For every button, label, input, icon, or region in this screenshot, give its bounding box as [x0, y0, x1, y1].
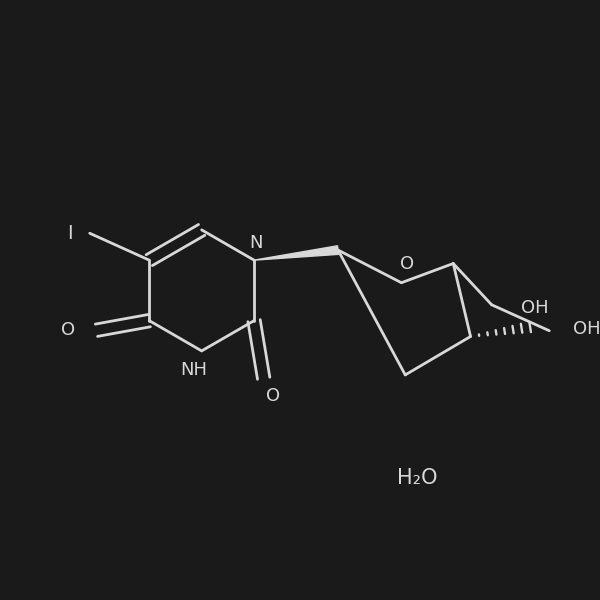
Text: O: O — [400, 254, 414, 272]
Polygon shape — [254, 246, 338, 260]
Text: OH: OH — [521, 299, 549, 317]
Text: N: N — [249, 234, 263, 252]
Text: O: O — [266, 386, 280, 404]
Text: I: I — [67, 224, 73, 243]
Text: H₂O: H₂O — [397, 467, 438, 488]
Text: O: O — [61, 321, 76, 339]
Text: OH: OH — [574, 320, 600, 338]
Text: NH: NH — [181, 361, 208, 379]
